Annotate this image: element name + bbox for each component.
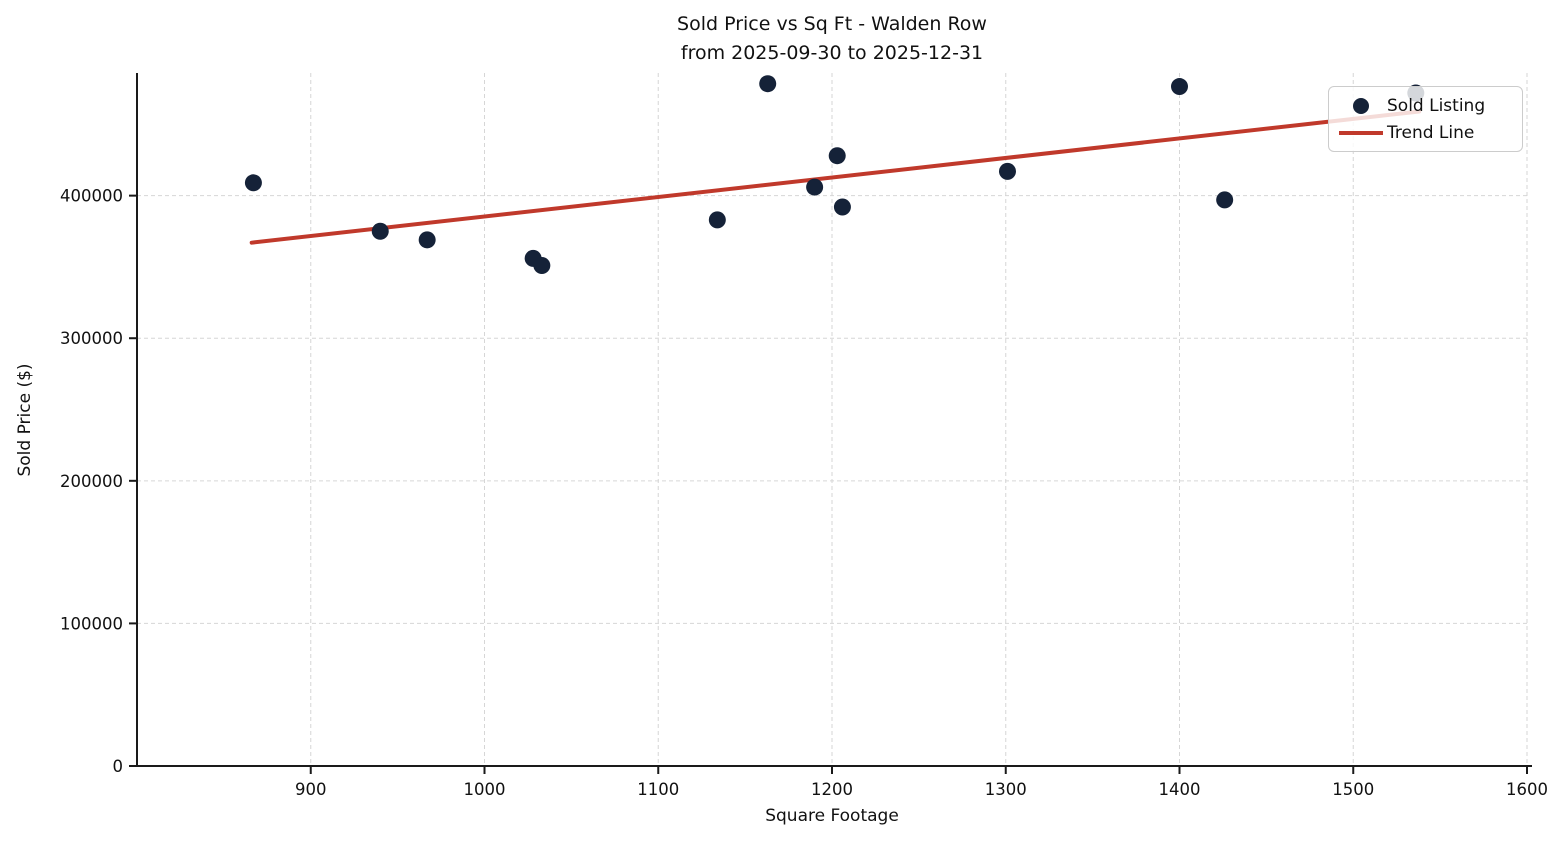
data-point	[1171, 78, 1188, 96]
data-point	[1216, 191, 1234, 209]
trend-line-marker-box	[1335, 130, 1387, 135]
data-point	[828, 147, 846, 165]
y-tick-label: 0	[113, 757, 124, 776]
legend-row-trend: Trend Line	[1335, 119, 1512, 146]
x-tick-label: 1000	[464, 780, 506, 799]
legend: Sold Listing Trend Line	[1328, 86, 1523, 152]
trend-line	[249, 109, 1422, 245]
x-axis-title: Square Footage	[765, 806, 899, 826]
chart-title: Sold Price vs Sq Ft - Walden Row from 20…	[137, 10, 1527, 67]
legend-label-sold: Sold Listing	[1387, 95, 1486, 116]
sold-listing-marker-box	[1335, 97, 1387, 114]
data-point	[806, 178, 824, 196]
x-tick-label: 1400	[1159, 780, 1201, 799]
chart-title-line2: from 2025-09-30 to 2025-12-31	[680, 41, 984, 64]
data-point	[533, 257, 551, 274]
data-point	[998, 162, 1016, 180]
data-point	[833, 198, 851, 216]
y-tick-label: 400000	[60, 187, 123, 206]
legend-row-sold: Sold Listing	[1335, 92, 1512, 119]
y-tick-label: 200000	[60, 472, 123, 491]
y-axis-title: Sold Price ($)	[15, 363, 35, 477]
x-tick-label: 1300	[985, 780, 1027, 799]
x-tick-label: 1100	[637, 780, 679, 799]
data-point	[371, 222, 389, 240]
trend-line-swatch-icon	[1339, 130, 1383, 135]
sold-listing-dot-icon	[1353, 97, 1369, 114]
y-tick-label: 300000	[60, 329, 123, 348]
data-point	[708, 211, 726, 229]
x-tick-label: 1200	[811, 780, 853, 799]
data-point	[244, 174, 262, 192]
x-tick-label: 900	[295, 780, 327, 799]
legend-label-trend: Trend Line	[1387, 122, 1475, 143]
x-tick-label: 1600	[1506, 780, 1548, 799]
data-point	[418, 231, 436, 249]
x-tick-label: 1500	[1332, 780, 1374, 799]
y-tick-label: 100000	[60, 614, 123, 633]
data-point	[759, 75, 777, 93]
chart-title-line1: Sold Price vs Sq Ft - Walden Row	[677, 13, 987, 35]
